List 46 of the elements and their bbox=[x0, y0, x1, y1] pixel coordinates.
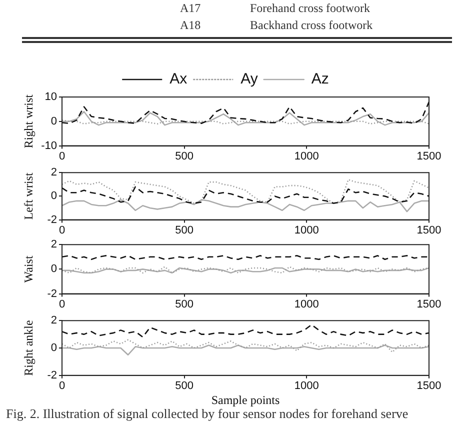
text: A18 bbox=[180, 18, 201, 33]
text: A17 bbox=[180, 1, 201, 16]
x-tick-label: 0 bbox=[58, 380, 66, 392]
line-series bbox=[62, 179, 429, 204]
x-tick-label: 1500 bbox=[416, 150, 442, 162]
y-tick-label: 2 bbox=[50, 166, 57, 179]
x-tick-label: 0 bbox=[58, 224, 66, 236]
y-tick-label: -10 bbox=[41, 140, 57, 152]
legend-label: Az bbox=[311, 70, 329, 88]
y-tick-label: 0 bbox=[50, 190, 57, 202]
x-tick-label: 500 bbox=[175, 380, 194, 392]
x-tick-label: 500 bbox=[175, 224, 194, 236]
x-tick-label: 0 bbox=[58, 150, 66, 162]
y-tick-label: 0 bbox=[50, 115, 57, 128]
y-axis-title: Right ankle bbox=[21, 320, 36, 376]
y-axis-title: Right wrist bbox=[21, 94, 36, 148]
y-axis-title: Left wrist bbox=[21, 172, 36, 220]
y-tick-label: -2 bbox=[47, 369, 57, 382]
legend-label: Ax bbox=[170, 70, 188, 88]
x-tick-label: 1000 bbox=[294, 380, 319, 392]
caption: Fig. 2. Illustration of signal collected by four sensor nodes for forehand serve bbox=[6, 406, 408, 422]
x-axis-title: Sample points bbox=[211, 392, 280, 407]
x-tick-label: 1000 bbox=[294, 298, 319, 310]
text: Backhand cross footwork bbox=[250, 18, 373, 33]
y-tick-label: 10 bbox=[44, 91, 57, 104]
x-tick-label: 500 bbox=[175, 150, 194, 162]
line-series bbox=[62, 186, 429, 204]
x-tick-label: 0 bbox=[58, 298, 66, 310]
x-tick-label: 1500 bbox=[416, 224, 442, 236]
line-series bbox=[62, 101, 429, 124]
x-tick-label: 1000 bbox=[294, 224, 319, 236]
text: Forehand cross footwork bbox=[250, 1, 370, 16]
y-tick-label: 2 bbox=[50, 238, 57, 251]
x-tick-label: 1500 bbox=[416, 380, 442, 392]
y-axis-title: Waist bbox=[21, 255, 36, 283]
x-tick-label: 500 bbox=[175, 298, 194, 310]
y-tick-label: -2 bbox=[47, 288, 57, 300]
y-tick-label: 2 bbox=[50, 314, 57, 327]
line-series bbox=[62, 324, 429, 338]
y-tick-label: -2 bbox=[47, 214, 57, 226]
y-tick-label: 0 bbox=[50, 263, 57, 276]
x-tick-label: 1500 bbox=[416, 298, 442, 310]
x-tick-label: 1000 bbox=[294, 150, 319, 162]
y-tick-label: 0 bbox=[50, 342, 57, 354]
line-series bbox=[62, 339, 429, 353]
legend-label: Ay bbox=[240, 70, 258, 88]
